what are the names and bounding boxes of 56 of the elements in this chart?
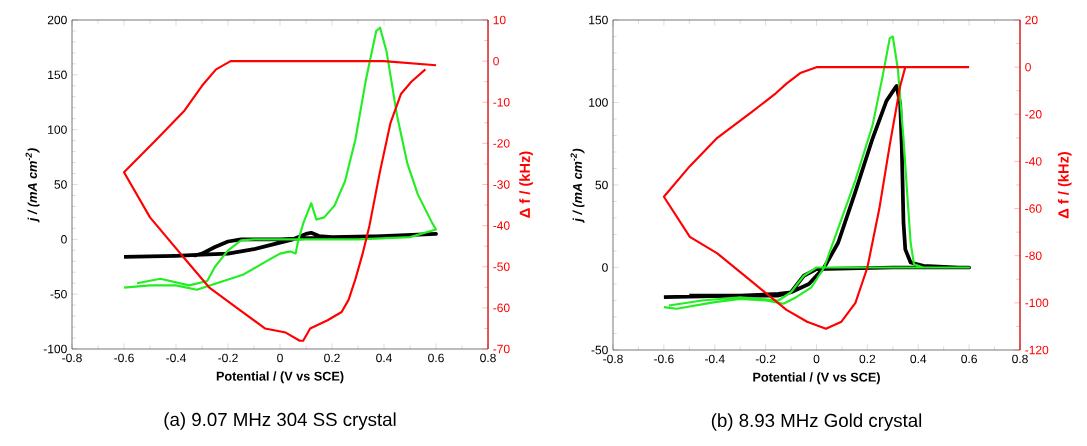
y2-axis-title: Δ f / (kHz) [519, 151, 533, 218]
y-tick-label: -100 [43, 344, 67, 354]
y2-tick-label: -80 [1025, 251, 1042, 260]
x-tick-label: 0.4 [910, 354, 927, 364]
x-tick-label: 0.2 [859, 354, 876, 364]
y2-tick-label: -50 [493, 262, 510, 272]
y-tick-label: 0 [602, 263, 608, 272]
y-tick-label: 200 [47, 15, 67, 25]
x-tick-label: 0.8 [1012, 354, 1028, 364]
x-tick-label: -0.6 [654, 354, 674, 364]
x-tick-label: -0.8 [62, 353, 82, 363]
x-tick-label: 0 [813, 354, 820, 364]
x-tick-label: 0.6 [961, 354, 977, 364]
x-tick-label: -0.4 [704, 354, 725, 364]
y-tick-label: 50 [595, 180, 608, 190]
y2-tick-label: -10 [493, 98, 510, 107]
y-tick-label: -50 [50, 289, 67, 299]
y2-tick-label: -20 [1025, 110, 1042, 119]
y2-tick-label: -40 [1025, 157, 1042, 166]
y2-tick-label: -40 [493, 221, 510, 230]
y-tick-label: 0 [61, 235, 67, 244]
y-tick-label: 100 [589, 98, 608, 107]
x-tick-label: -0.4 [166, 353, 186, 363]
x-tick-label: 0.4 [376, 353, 392, 363]
x-tick-label: -0.6 [114, 353, 134, 363]
y-tick-label: 150 [48, 70, 67, 80]
y-tick-label: 150 [589, 15, 608, 25]
x-axis-title: Potential / (V vs SCE) [216, 371, 344, 384]
x-tick-label: 0 [277, 353, 283, 363]
y-axis-title: j / (mA cm$^{-2}$) [25, 148, 40, 223]
text: (b) 8.93 MHz Gold crystal [711, 413, 922, 431]
y-axis-title: j / (mA cm$^{-2}$) [570, 148, 585, 224]
y2-tick-label: -60 [493, 303, 510, 313]
y2-tick-label: 20 [1025, 15, 1038, 25]
x-tick-label: 0.6 [428, 353, 444, 363]
y-tick-label: 100 [48, 125, 67, 134]
y-tick-label: -50 [591, 345, 608, 355]
y2-tick-label: -70 [493, 344, 510, 354]
text: (a) 9.07 MHz 304 SS crystal [164, 412, 396, 430]
y2-tick-label: 10 [493, 15, 506, 25]
y-tick-label: 50 [54, 180, 67, 189]
x-axis-title: Potential / (V vs SCE) [753, 372, 880, 385]
x-tick-label: 0.8 [480, 353, 496, 363]
y2-tick-label: -120 [1025, 345, 1049, 355]
x-tick-label: -0.8 [603, 354, 623, 364]
y2-tick-label: -30 [493, 180, 510, 189]
y2-tick-label: 0 [1025, 62, 1031, 72]
y2-tick-label: -20 [493, 139, 510, 148]
y2-tick-label: -60 [1025, 204, 1042, 213]
line-series [662, 35, 971, 310]
x-tick-label: -0.2 [755, 354, 776, 364]
y2-tick-label: -100 [1025, 298, 1049, 308]
y2-axis-title: Δ f / (kHz) [1057, 151, 1072, 219]
x-tick-label: 0.2 [324, 353, 340, 363]
y2-tick-label: 0 [493, 56, 499, 66]
x-tick-label: -0.2 [218, 353, 238, 363]
